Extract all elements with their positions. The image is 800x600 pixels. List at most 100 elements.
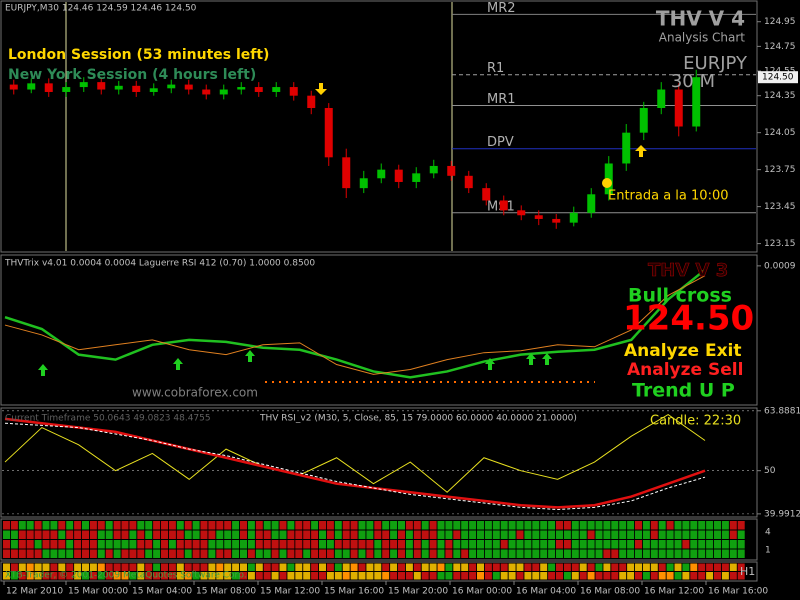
heat-cell xyxy=(390,521,398,530)
heat-cell xyxy=(579,530,587,539)
heat-cell xyxy=(737,521,745,530)
heat-cell xyxy=(311,530,319,539)
heat-cell xyxy=(10,530,18,539)
heat-cell xyxy=(556,521,563,530)
heat-cell xyxy=(548,572,556,580)
heat-cell xyxy=(334,530,342,539)
heat-cell xyxy=(137,540,145,549)
heat-cell xyxy=(137,563,145,571)
heat-cell xyxy=(192,563,200,571)
heat-cell xyxy=(619,521,627,530)
heat-cell xyxy=(405,572,413,580)
panel-frame xyxy=(0,561,758,582)
heat-cell xyxy=(421,540,429,549)
heat-cell xyxy=(461,530,469,539)
heat-cell xyxy=(469,540,477,549)
heat-cell xyxy=(374,540,382,549)
heat-cell xyxy=(334,572,342,580)
heat-cell xyxy=(484,572,492,580)
heat-cell xyxy=(390,549,398,558)
x-tick-label: 16 Mar 04:00 xyxy=(516,587,576,597)
heat-cell xyxy=(3,530,10,539)
heat-cell xyxy=(105,572,113,580)
heat-cell xyxy=(548,549,556,558)
heat-cell xyxy=(303,563,311,571)
heat-cell xyxy=(42,572,50,580)
heat-cell xyxy=(540,549,548,558)
heat-cell xyxy=(524,530,532,539)
brand-title: THV V 4 xyxy=(656,7,745,31)
heat-cell xyxy=(200,530,208,539)
heat-cell xyxy=(358,530,366,539)
heat-cell xyxy=(382,572,390,580)
heat-cell xyxy=(635,563,642,571)
heat-cell xyxy=(445,563,453,571)
heat-cell xyxy=(50,530,58,539)
heat-cell xyxy=(295,572,303,580)
heat-cell xyxy=(690,572,698,580)
heat-cell xyxy=(247,549,255,558)
heat-cell xyxy=(484,540,492,549)
heat-cell xyxy=(184,549,192,558)
candle-body xyxy=(254,87,263,92)
candle-body xyxy=(219,89,228,95)
heat-cell xyxy=(319,530,326,539)
heat-cell xyxy=(698,572,706,580)
heat-cell xyxy=(492,540,500,549)
pivot-label: MR2 xyxy=(487,1,516,16)
heat-cell xyxy=(97,572,105,580)
heat-cell xyxy=(714,530,721,539)
heat-cell xyxy=(682,521,690,530)
heat-cell xyxy=(421,521,429,530)
heat-cell xyxy=(334,540,342,549)
heat-cell xyxy=(706,530,714,539)
heat-cell xyxy=(737,540,745,549)
panel-frame xyxy=(0,0,758,253)
heat-cell xyxy=(303,530,311,539)
candle-body xyxy=(499,200,508,211)
heat-cell xyxy=(66,549,74,558)
heat-cell xyxy=(26,572,34,580)
heat-cell xyxy=(263,530,271,539)
heat-cell xyxy=(255,521,263,530)
heat-cell xyxy=(666,530,674,539)
heat-cell xyxy=(358,572,366,580)
heat-cell xyxy=(524,563,532,571)
heat-cell xyxy=(342,549,350,558)
heat-cell xyxy=(500,530,508,539)
heat-cell xyxy=(184,530,192,539)
heat-cell xyxy=(161,563,168,571)
heat-cell xyxy=(311,563,319,571)
heat-cell xyxy=(658,572,666,580)
heat-cell xyxy=(524,540,532,549)
heat-cell xyxy=(3,572,10,580)
heat-cell xyxy=(97,540,105,549)
heat-cell xyxy=(89,563,97,571)
candle-body xyxy=(482,188,491,201)
heat-cell xyxy=(240,549,247,558)
heat-cell xyxy=(89,549,97,558)
heat-cell xyxy=(477,540,484,549)
heat-cell xyxy=(216,563,224,571)
heat-cell xyxy=(587,521,595,530)
heat-cell xyxy=(690,549,698,558)
heat-cell xyxy=(176,530,184,539)
heat-cell xyxy=(342,530,350,539)
heat-cell xyxy=(405,530,413,539)
candle-body xyxy=(359,178,368,189)
heat-cell xyxy=(113,549,121,558)
heat-cell xyxy=(319,521,326,530)
heat-cell xyxy=(240,540,247,549)
heat-cell xyxy=(311,521,319,530)
x-tick-label: 15 Mar 12:00 xyxy=(260,587,320,597)
heat-cell xyxy=(50,540,58,549)
heat-cell xyxy=(89,530,97,539)
heat-cell xyxy=(66,563,74,571)
heat-cell xyxy=(326,521,334,530)
indicator-line xyxy=(4,422,706,511)
heat-cell xyxy=(706,572,714,580)
heat-cell xyxy=(721,549,729,558)
heat-cell xyxy=(469,521,477,530)
heat-cell xyxy=(3,549,10,558)
heat-cell xyxy=(366,521,374,530)
